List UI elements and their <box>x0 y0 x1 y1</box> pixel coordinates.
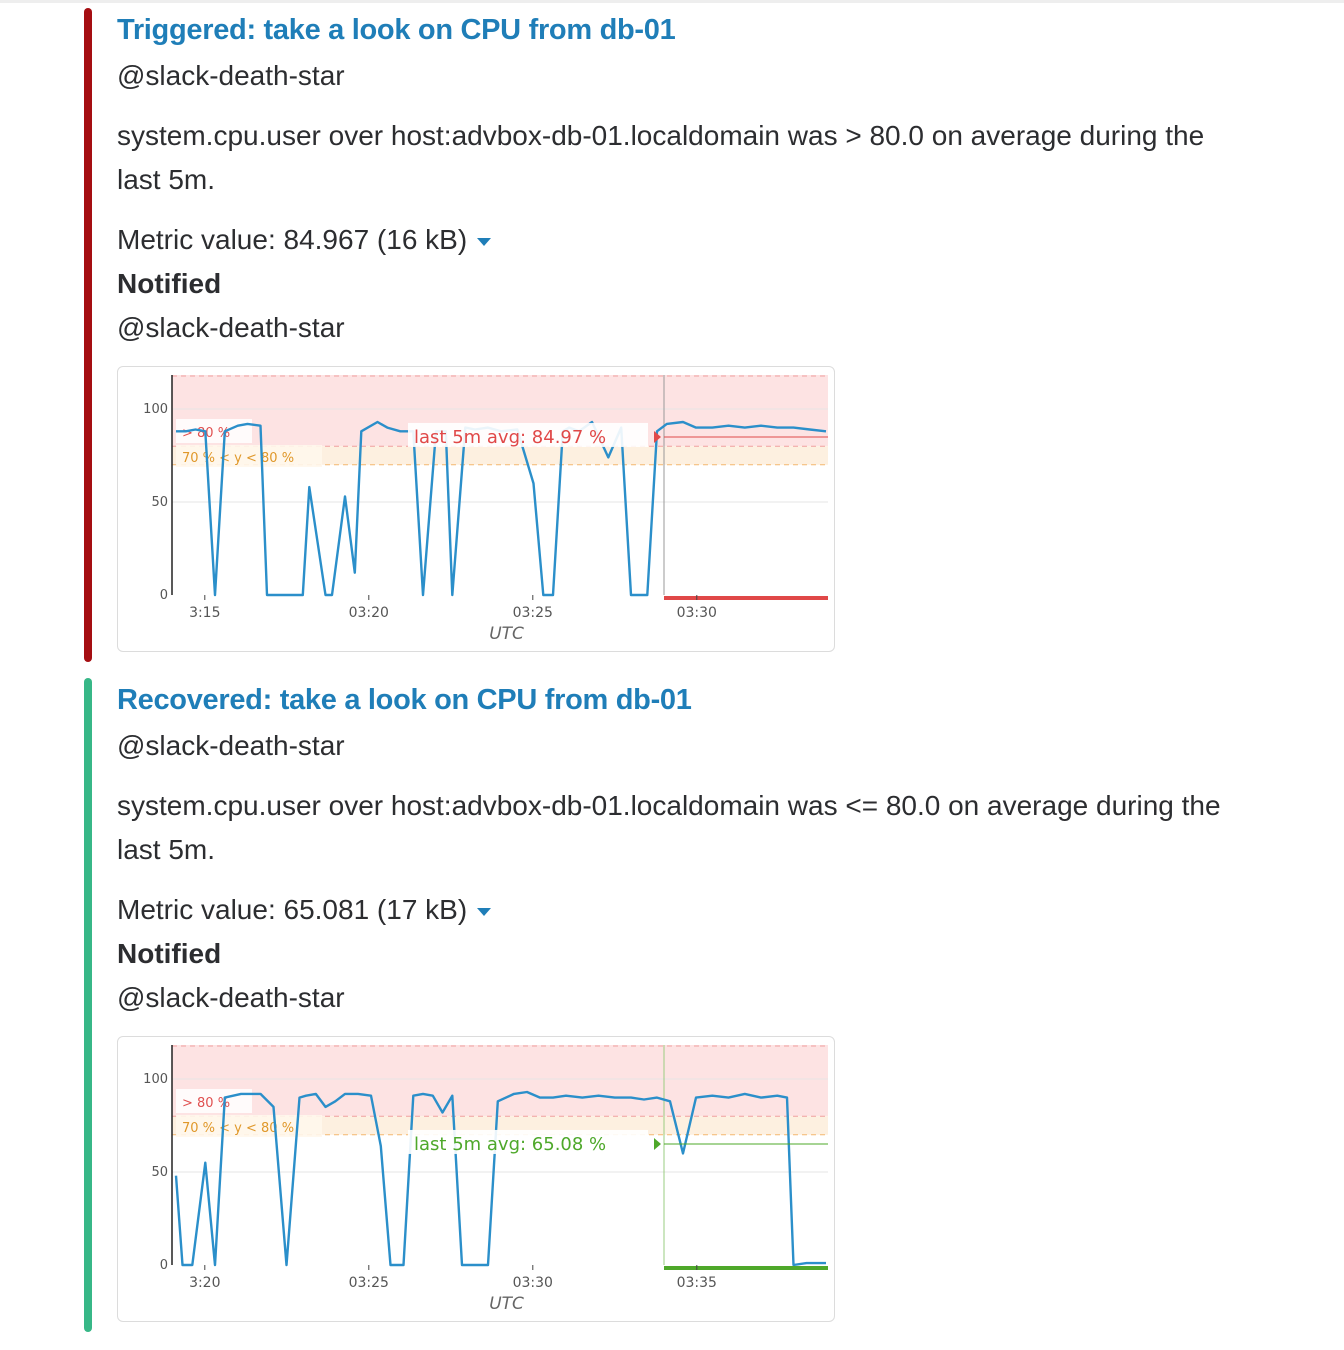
alert-attachment-recovered: Recovered: take a look on CPU from db-01… <box>84 678 1284 1332</box>
eval-window-bar <box>664 596 828 600</box>
alert-attachment-triggered: Triggered: take a look on CPU from db-01… <box>84 8 1284 662</box>
avg-label: last 5m avg: 84.97 % <box>414 427 606 448</box>
x-tick-label: 03:35 <box>677 1275 717 1291</box>
series-line <box>174 1090 826 1267</box>
threshold-label-bg <box>176 1089 252 1113</box>
x-tick-label: 03:25 <box>513 605 553 621</box>
alert-description: system.cpu.user over host:advbox-db-01.l… <box>117 790 1221 865</box>
threshold-label-warning: 70 % < y < 80 % <box>182 451 294 466</box>
metric-value-row[interactable]: Metric value: 84.967 (16 kB) <box>117 224 492 256</box>
expand-caret-icon[interactable] <box>477 237 492 246</box>
notified-target[interactable]: @slack-death-star <box>117 312 345 343</box>
x-tick-label: 03:30 <box>513 1275 553 1291</box>
y-tick-label: 50 <box>151 1165 168 1180</box>
avg-arrow-icon <box>654 430 661 443</box>
y-tick-label: 50 <box>151 495 168 510</box>
x-tick-label: 3:20 <box>189 1275 220 1291</box>
alert-color-bar <box>84 678 92 1332</box>
x-tick-label: 3:15 <box>189 605 220 621</box>
avg-arrow-icon <box>654 1137 661 1150</box>
avg-label: last 5m avg: 65.08 % <box>414 1134 606 1155</box>
eval-window-bar <box>664 1266 828 1270</box>
threshold-label-warning: 70 % < y < 80 % <box>182 1121 294 1136</box>
x-axis-label: UTC <box>489 624 524 644</box>
metric-value-row[interactable]: Metric value: 65.081 (17 kB) <box>117 894 492 926</box>
metric-graph-card[interactable]: 0 50 100 > 80 % 70 % < y < 80 % last 5m avg: … <box>117 366 835 652</box>
y-tick-label: 0 <box>160 588 168 603</box>
metric-graph: 0 50 100 > 80 % 70 % < y < 80 % last 5m avg: … <box>143 1045 828 1314</box>
alert-title-link[interactable]: Recovered: take a look on CPU from db-01 <box>117 684 692 716</box>
alert-mention[interactable]: @slack-death-star <box>117 730 345 761</box>
x-tick-label: 03:20 <box>349 605 389 621</box>
metric-graph-card[interactable]: 0 50 100 > 80 % 70 % < y < 80 % last 5m avg: … <box>117 1036 835 1322</box>
y-tick-label: 0 <box>160 1258 168 1273</box>
metric-value-label: Metric value: 65.081 (17 kB) <box>117 894 468 925</box>
threshold-band-critical <box>172 1045 828 1117</box>
avg-label-bg <box>408 422 648 447</box>
metric-value-label: Metric value: 84.967 (16 kB) <box>117 224 468 255</box>
threshold-label-bg <box>176 445 322 467</box>
alert-color-bar <box>84 8 92 662</box>
x-axis-label: UTC <box>489 1294 524 1314</box>
expand-caret-icon[interactable] <box>477 907 492 916</box>
threshold-label-bg <box>176 1115 322 1137</box>
avg-label-bg <box>408 1129 648 1154</box>
x-tick-label: 03:25 <box>349 1275 389 1291</box>
alert-title-link[interactable]: Triggered: take a look on CPU from db-01 <box>117 14 676 46</box>
notified-label: Notified <box>117 268 222 299</box>
y-tick-label: 100 <box>143 402 168 417</box>
top-divider <box>0 0 1344 3</box>
threshold-label-critical: > 80 % <box>182 1096 230 1111</box>
notified-target[interactable]: @slack-death-star <box>117 982 345 1013</box>
alert-description: system.cpu.user over host:advbox-db-01.l… <box>117 120 1205 195</box>
alert-mention[interactable]: @slack-death-star <box>117 60 345 91</box>
x-tick-label: 03:30 <box>677 605 717 621</box>
notified-label: Notified <box>117 938 222 969</box>
y-tick-label: 100 <box>143 1072 168 1087</box>
